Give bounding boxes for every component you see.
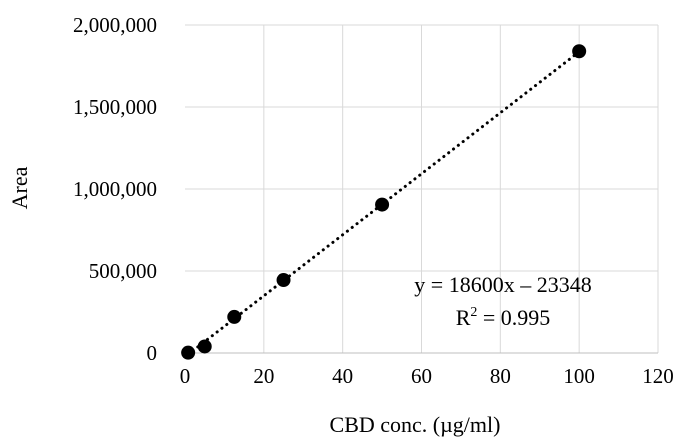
data-point [181, 345, 196, 360]
y-tick-label: 500,000 [89, 259, 157, 283]
x-axis-title: CBD conc. (µg/ml) [330, 412, 501, 437]
data-points [181, 44, 587, 360]
y-tick-label: 1,000,000 [73, 177, 157, 201]
y-axis-title: Area [7, 166, 32, 209]
r-squared-sup: 2 [470, 305, 477, 320]
data-point [276, 273, 291, 288]
data-point [572, 44, 587, 59]
y-tick-label: 1,500,000 [73, 95, 157, 119]
trendline-equation: y = 18600x – 23348 [414, 272, 591, 297]
x-tick-label: 80 [490, 364, 511, 388]
x-tick-label: 120 [642, 364, 674, 388]
x-tick-label: 0 [180, 364, 191, 388]
x-tick-label: 20 [253, 364, 274, 388]
r-squared-label: R2 = 0.995 [456, 305, 551, 330]
tick-labels: 0 20 40 60 80 100 120 0 500,000 1,000,000 1,500,00… [73, 13, 674, 388]
r-squared-prefix: R [456, 305, 471, 330]
gridlines [185, 24, 659, 353]
data-point [375, 197, 390, 212]
y-tick-label: 2,000,000 [73, 13, 157, 37]
r-squared-suffix: = 0.995 [477, 305, 550, 330]
data-point [197, 339, 212, 354]
x-tick-label: 60 [411, 364, 432, 388]
data-point [227, 309, 242, 324]
y-tick-label: 0 [147, 341, 158, 365]
x-tick-label: 40 [332, 364, 353, 388]
x-tick-label: 100 [563, 364, 595, 388]
